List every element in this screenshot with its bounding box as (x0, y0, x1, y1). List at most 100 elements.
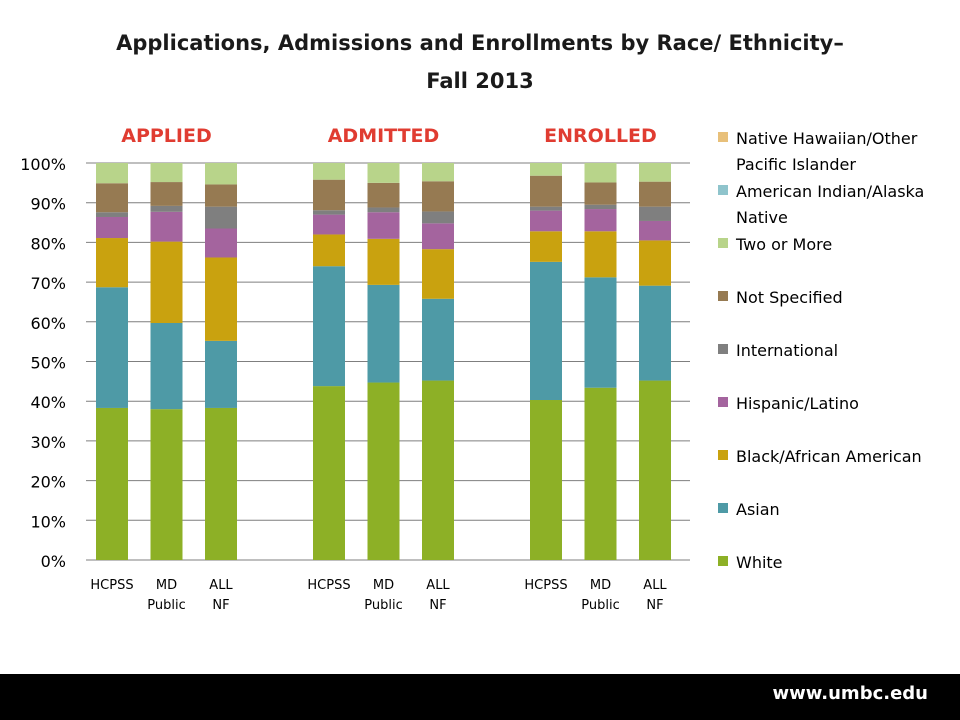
legend-swatch (718, 397, 728, 407)
bar-segment-hispanic-latino (639, 220, 671, 241)
legend-label: Hispanic/Latino (736, 394, 859, 413)
footer-bar: www.umbc.edu (0, 674, 960, 720)
bar-segment-white (422, 380, 454, 560)
legend-swatch (718, 503, 728, 513)
bar-segment-black-african-american (313, 234, 345, 267)
bar-segment-not-specified (150, 182, 183, 206)
bar-segment-hispanic-latino (150, 211, 183, 242)
bar-segment-international (584, 204, 617, 210)
bar-segment-not-specified (422, 181, 454, 212)
y-tick-label: 60% (30, 314, 66, 333)
legend-label: Native Hawaiian/Other (736, 129, 918, 148)
bar-segment-asian (205, 340, 237, 408)
y-tick-label: 0% (41, 552, 66, 571)
legend-label: American Indian/Alaska (736, 182, 924, 201)
bar-segment-hispanic-latino (313, 214, 345, 235)
legend-label: Black/African American (736, 447, 922, 466)
bar-segment-international (313, 210, 345, 215)
bar-segment-white (530, 400, 562, 560)
legend-swatch (718, 185, 728, 195)
bar-segment-international (530, 206, 562, 211)
chart-title-line-1: Applications, Admissions and Enrollments… (116, 31, 844, 55)
bar-segment-not-specified (205, 184, 237, 207)
group-label: ENROLLED (544, 125, 657, 147)
bar-segment-international (639, 206, 671, 221)
bar-segment-hispanic-latino (367, 212, 400, 239)
y-tick-label: 90% (30, 195, 66, 214)
bar-segment-asian (367, 284, 400, 383)
x-category-label: NF (646, 598, 663, 613)
bar-segment-two-or-more (205, 163, 237, 185)
bar-segment-two-or-more (313, 163, 345, 180)
y-tick-label: 80% (30, 234, 66, 253)
bar-segment-two-or-more (150, 163, 183, 183)
bar-segment-black-african-american (367, 238, 400, 285)
x-category-label: MD (590, 578, 611, 593)
bar-segment-black-african-american (205, 257, 237, 341)
bar-segment-white (96, 407, 128, 560)
bar-segment-asian (150, 322, 183, 410)
legend-label: International (736, 341, 838, 360)
x-category-label: ALL (426, 578, 450, 593)
bar-segment-two-or-more (584, 163, 617, 183)
x-category-label: NF (212, 598, 229, 613)
x-category-label: Public (581, 598, 619, 613)
x-category-label: HCPSS (307, 578, 350, 593)
y-tick-label: 20% (30, 473, 66, 492)
y-tick-label: 10% (30, 512, 66, 531)
legend-swatch (718, 556, 728, 566)
bar-segment-white (205, 407, 237, 560)
x-category-label: Public (364, 598, 402, 613)
bar-segment-two-or-more (639, 163, 671, 182)
bar-segment-international (205, 206, 237, 229)
bar-segment-asian (639, 285, 671, 381)
legend-swatch (718, 132, 728, 142)
legend-label: White (736, 553, 783, 572)
legend-swatch (718, 238, 728, 248)
x-category-label: MD (373, 578, 394, 593)
bar-segment-asian (96, 287, 128, 408)
bar-segment-international (96, 212, 128, 217)
legend-swatch (718, 450, 728, 460)
bar-segment-two-or-more (367, 163, 400, 183)
bar-segment-not-specified (530, 175, 562, 207)
bar-segment-black-african-american (530, 231, 562, 262)
bar-segment-international (422, 211, 454, 224)
y-tick-label: 70% (30, 274, 66, 293)
x-category-label: NF (429, 598, 446, 613)
bar-segment-hispanic-latino (422, 223, 454, 250)
bar-segment-hispanic-latino (584, 209, 617, 232)
bar-segment-international (150, 205, 183, 212)
chart-title-line-2: Fall 2013 (426, 69, 534, 93)
y-tick-label: 100% (20, 155, 66, 174)
x-category-label: ALL (209, 578, 233, 593)
bar-segment-two-or-more (96, 163, 128, 184)
legend-swatch (718, 344, 728, 354)
bar-segment-asian (584, 277, 617, 388)
legend-label: Two or More (735, 235, 832, 254)
x-category-label: ALL (643, 578, 667, 593)
bar-segment-white (584, 387, 617, 560)
bar-segment-hispanic-latino (530, 210, 562, 232)
legend-label: Native (736, 208, 788, 227)
bar-segment-white (313, 386, 345, 560)
x-category-label: MD (156, 578, 177, 593)
bar-segment-not-specified (96, 183, 128, 213)
bar-segment-black-african-american (422, 249, 454, 299)
x-category-label: HCPSS (524, 578, 567, 593)
y-tick-label: 50% (30, 354, 66, 373)
y-tick-label: 40% (30, 393, 66, 412)
bar-segment-not-specified (313, 179, 345, 211)
group-label: ADMITTED (328, 125, 440, 147)
y-tick-label: 30% (30, 433, 66, 452)
bar-segment-not-specified (367, 182, 400, 208)
bar-segment-black-african-american (639, 240, 671, 286)
bar-segment-black-african-american (150, 241, 183, 323)
footer-url: www.umbc.edu (772, 683, 928, 704)
legend-label: Not Specified (736, 288, 843, 307)
bar-segment-two-or-more (530, 163, 562, 176)
bar-segment-asian (422, 298, 454, 381)
bar-segment-not-specified (584, 182, 617, 205)
bar-segment-hispanic-latino (205, 228, 237, 258)
bar-segment-not-specified (639, 181, 671, 207)
